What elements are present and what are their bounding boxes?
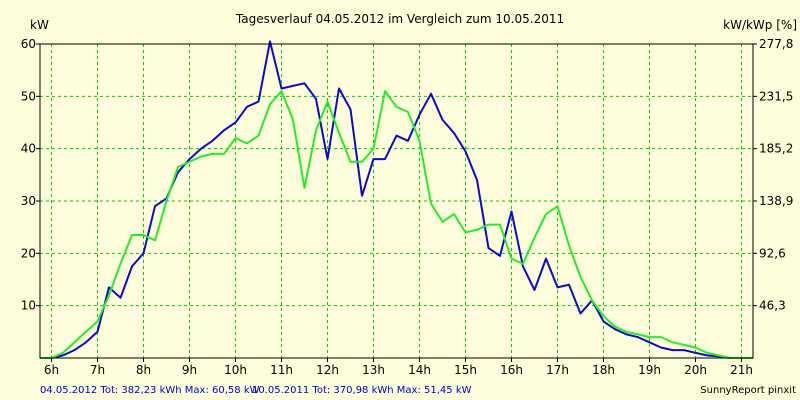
y-right-tick-label: 138,9 bbox=[759, 194, 793, 208]
series-line-2 bbox=[40, 90, 753, 359]
footer-series-2-label: 10.05.2011 Tot: 370,98 kWh Max: 51,45 kW bbox=[252, 385, 472, 396]
x-tick-label: 15h bbox=[454, 363, 477, 377]
x-tick-label: 13h bbox=[362, 363, 385, 377]
x-tick-label: 16h bbox=[500, 363, 523, 377]
y-left-tick-label: 40 bbox=[21, 142, 36, 156]
y-right-tick-label: 46,3 bbox=[759, 299, 786, 313]
footer-credit: SunnyReport pinxit bbox=[700, 385, 796, 396]
x-tick-label: 17h bbox=[546, 363, 569, 377]
y-left-tick-label: 20 bbox=[21, 246, 36, 260]
footer-series-1-label: 04.05.2012 Tot: 382,23 kWh Max: 60,58 kW bbox=[40, 385, 260, 396]
x-tick-label: 19h bbox=[638, 363, 661, 377]
x-tick-label: 7h bbox=[90, 363, 105, 377]
y-left-tick-label: 10 bbox=[21, 299, 36, 313]
chart-title: Tagesverlauf 04.05.2012 im Vergleich zum… bbox=[235, 12, 564, 26]
x-tick-label: 18h bbox=[592, 363, 615, 377]
y-axis-right-label: kW/kWp [%] bbox=[723, 18, 797, 32]
y-right-tick-label: 92,6 bbox=[759, 246, 786, 260]
y-left-tick-label: 30 bbox=[21, 194, 36, 208]
y-right-tick-label: 231,5 bbox=[759, 89, 793, 103]
y-left-tick-label: 60 bbox=[21, 37, 36, 51]
x-tick-label: 6h bbox=[44, 363, 59, 377]
y-axis-left-ticks: 10 20 30 40 50 60 bbox=[21, 37, 40, 313]
x-tick-label: 12h bbox=[316, 363, 339, 377]
x-tick-label: 10h bbox=[224, 363, 247, 377]
y-right-tick-label: 185,2 bbox=[759, 142, 793, 156]
series-group bbox=[40, 40, 753, 359]
x-axis-ticks: 6h 7h 8h 9h 10h 11h 12h 13h 14h 15h 16h 17h 18h 19h 20… bbox=[44, 358, 753, 377]
y-left-tick-label: 50 bbox=[21, 89, 36, 103]
x-tick-label: 11h bbox=[270, 363, 293, 377]
x-tick-label: 14h bbox=[408, 363, 431, 377]
series-line-1 bbox=[40, 40, 753, 359]
x-tick-label: 9h bbox=[182, 363, 197, 377]
y-axis-left-label: kW bbox=[30, 18, 49, 32]
x-tick-label: 8h bbox=[136, 363, 151, 377]
y-right-tick-label: 277,8 bbox=[759, 37, 793, 51]
y-axis-right-ticks: 46,3 92,6 138,9 185,2 231,5 277,8 bbox=[753, 37, 793, 313]
x-tick-label: 20h bbox=[684, 363, 707, 377]
x-tick-label: 21h bbox=[730, 363, 753, 377]
